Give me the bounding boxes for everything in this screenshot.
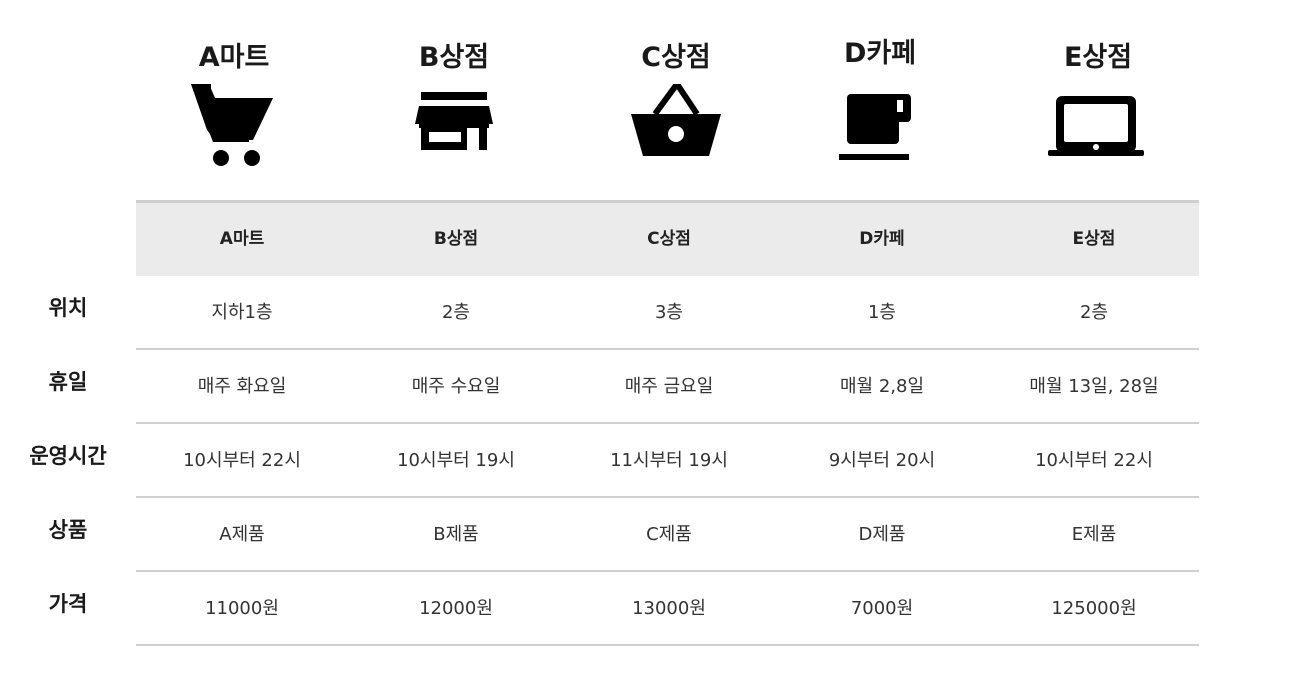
table-cell: 매월 13일, 28일	[1029, 376, 1159, 397]
table-cell: C제품	[646, 524, 692, 545]
table-cell: 125000원	[1051, 598, 1137, 619]
laptop-icon	[1048, 96, 1144, 156]
store-header-c: C상점	[570, 38, 782, 170]
table-cell: 13000원	[632, 598, 706, 619]
table-cell: 10시부터 19시	[397, 450, 515, 471]
table-cell: 매주 금요일	[624, 376, 714, 397]
table-cell: D제품	[858, 524, 906, 545]
table-cell: 11000원	[205, 598, 279, 619]
table-cell: 1층	[867, 302, 896, 323]
store-header-b: B상점	[348, 38, 560, 170]
row-divider	[136, 422, 1199, 424]
table-header-row: A마트 B상점 C상점 D카페 E상점	[136, 200, 1199, 276]
table-cell: 12000원	[419, 598, 493, 619]
table-cell: 매월 2,8일	[839, 376, 925, 397]
table-cell: 10시부터 22시	[1035, 450, 1153, 471]
store-title: A마트	[198, 42, 270, 73]
store-title: E상점	[1063, 42, 1133, 73]
table-header-cell: E상점	[1072, 229, 1116, 249]
table-cell: 9시부터 20시	[828, 450, 936, 471]
table-header-cell: D카페	[859, 229, 905, 249]
table-cell: B제품	[433, 524, 479, 545]
table-header-cell: C상점	[647, 229, 691, 249]
table-cell: 3층	[654, 302, 683, 323]
table-cell: 7000원	[850, 598, 914, 619]
row-label: 운영시간	[29, 444, 107, 468]
shopping-cart-icon	[191, 84, 273, 166]
store-header-e: E상점	[992, 38, 1204, 170]
table-header-cell: A마트	[219, 229, 265, 249]
table-row: 위치 지하1층 2층 3층 1층 2층	[0, 276, 1306, 350]
store-title: C상점	[641, 42, 711, 73]
storefront-icon	[415, 92, 493, 150]
table-cell: 매주 화요일	[197, 376, 287, 397]
table-cell: 10시부터 22시	[183, 450, 301, 471]
store-header-a: A마트	[128, 38, 340, 170]
store-title: B상점	[418, 42, 490, 73]
row-label: 상품	[48, 518, 88, 542]
store-header-d: D카페	[774, 38, 986, 170]
table-cell: 2층	[1079, 302, 1108, 323]
table-row: 상품 A제품 B제품 C제품 D제품 E제품	[0, 498, 1306, 572]
table-cell: 11시부터 19시	[610, 450, 728, 471]
row-divider	[136, 496, 1199, 498]
row-divider	[136, 348, 1199, 350]
shopping-basket-icon	[631, 84, 721, 156]
table-row: 휴일 매주 화요일 매주 수요일 매주 금요일 매월 2,8일 매월 13일, …	[0, 350, 1306, 424]
table-row: 운영시간 10시부터 22시 10시부터 19시 11시부터 19시 9시부터 …	[0, 424, 1306, 498]
table-cell: 지하1층	[211, 302, 273, 323]
row-divider	[136, 644, 1199, 646]
store-title: D카페	[843, 38, 917, 69]
table-cell: 2층	[441, 302, 470, 323]
table-cell: 매주 수요일	[411, 376, 501, 397]
table-header-cell: B상점	[433, 229, 479, 249]
row-label: 휴일	[48, 370, 88, 394]
table-row: 가격 11000원 12000원 13000원 7000원 125000원	[0, 572, 1306, 646]
table-cell: E제품	[1071, 524, 1117, 545]
table-cell: A제품	[219, 524, 265, 545]
coffee-cup-icon	[839, 94, 911, 160]
row-divider	[136, 570, 1199, 572]
row-label: 가격	[48, 592, 88, 616]
row-label: 위치	[48, 296, 88, 320]
